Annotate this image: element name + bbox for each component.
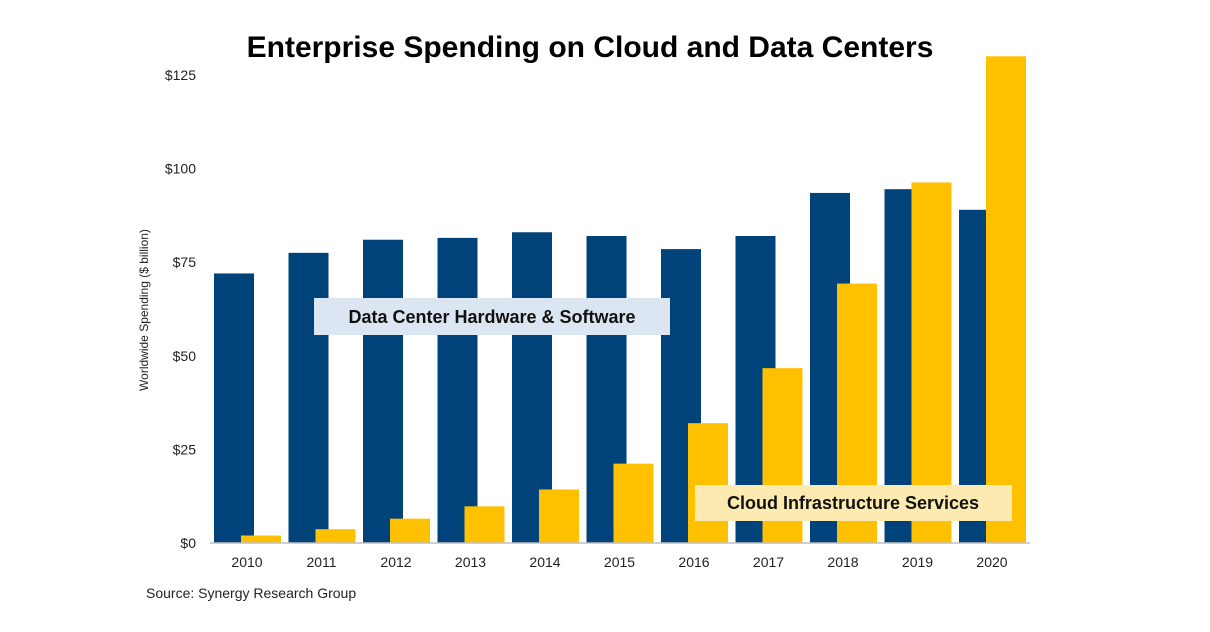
x-tick-label: 2011 [306,554,336,570]
y-axis: $0 $25 $50 $75 $100 $125 [165,67,196,551]
y-tick-label: $25 [173,441,197,457]
x-tick-label: 2012 [380,554,411,570]
x-tick-label: 2017 [753,554,784,570]
bar-cloud [539,489,579,543]
bar-cloud [986,56,1026,543]
x-tick-label: 2020 [976,554,1007,570]
bar-cloud [911,182,952,543]
x-tick-label: 2014 [529,554,560,570]
y-tick-label: $0 [180,535,196,551]
y-tick-label: $100 [165,161,196,177]
x-axis: 2010 2011 2012 2013 2014 2015 2016 2017 2018 2019… [231,554,1007,570]
x-tick-label: 2016 [678,554,709,570]
annotation-data-center-label: Data Center Hardware & Software [348,307,635,327]
bar-cloud [688,423,728,543]
annotation-data-center: Data Center Hardware & Software [314,298,670,335]
bar-data-center [363,239,403,543]
bar-data-center [437,237,478,543]
x-tick-label: 2013 [455,554,486,570]
annotation-cloud: Cloud Infrastructure Services [695,485,1012,521]
bar-cloud [613,463,654,543]
bar-data-center [288,252,329,543]
y-tick-label: $125 [165,67,196,83]
annotation-data-center-box [314,298,670,335]
x-tick-label: 2015 [604,554,635,570]
x-tick-label: 2019 [902,554,933,570]
bar-cloud [390,518,430,543]
bar-cloud [241,535,281,543]
y-axis-label: Worldwide Spending ($ billion) [137,229,151,391]
x-tick-label: 2018 [827,554,858,570]
bar-cloud [315,529,356,543]
y-tick-label: $50 [173,348,197,364]
y-tick-label: $75 [173,254,197,270]
bar-cloud [464,506,505,543]
annotation-cloud-label: Cloud Infrastructure Services [727,493,979,513]
x-tick-label: 2010 [231,554,262,570]
chart-title: Enterprise Spending on Cloud and Data Ce… [247,31,934,64]
bar-data-center [214,273,254,543]
annotation-cloud-box [695,485,1012,521]
source-note: Source: Synergy Research Group [146,585,356,601]
